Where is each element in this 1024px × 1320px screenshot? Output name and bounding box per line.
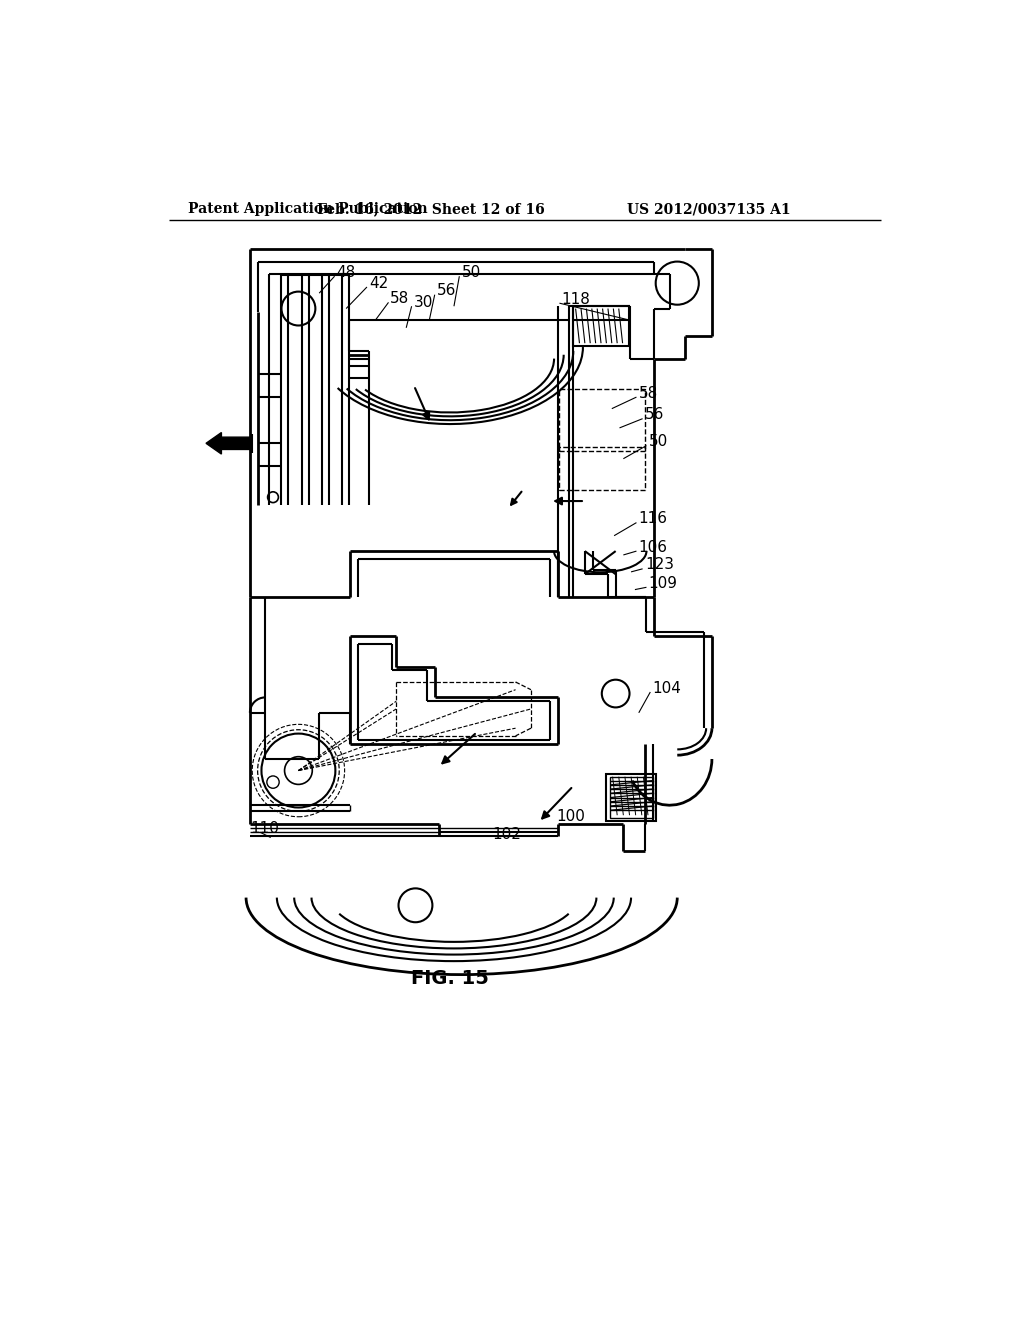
Text: 56: 56 [437,284,457,298]
FancyArrow shape [206,433,252,454]
Text: 100: 100 [556,809,586,824]
Text: 58: 58 [390,290,410,306]
Text: 58: 58 [639,385,658,401]
Text: 102: 102 [493,826,521,842]
Text: 30: 30 [414,294,433,310]
Text: Feb. 16, 2012  Sheet 12 of 16: Feb. 16, 2012 Sheet 12 of 16 [317,202,545,216]
Bar [606,775,656,821]
Bar [559,389,645,451]
Text: 118: 118 [562,292,591,306]
Text: 106: 106 [639,540,668,554]
Text: 42: 42 [370,276,388,290]
Bar [573,306,629,346]
Text: US 2012/0037135 A1: US 2012/0037135 A1 [628,202,791,216]
Text: 50: 50 [649,434,668,449]
Text: 123: 123 [645,557,674,573]
Text: Patent Application Publication: Patent Application Publication [188,202,428,216]
Text: 104: 104 [652,681,682,696]
Text: 116: 116 [639,511,668,527]
Text: FIG. 15: FIG. 15 [412,969,489,987]
Text: 110: 110 [250,821,279,836]
Text: 50: 50 [462,265,481,280]
Text: 109: 109 [649,576,678,591]
Text: 56: 56 [645,408,665,422]
Bar [609,777,653,817]
Bar [559,447,645,490]
Text: 48: 48 [336,265,355,280]
